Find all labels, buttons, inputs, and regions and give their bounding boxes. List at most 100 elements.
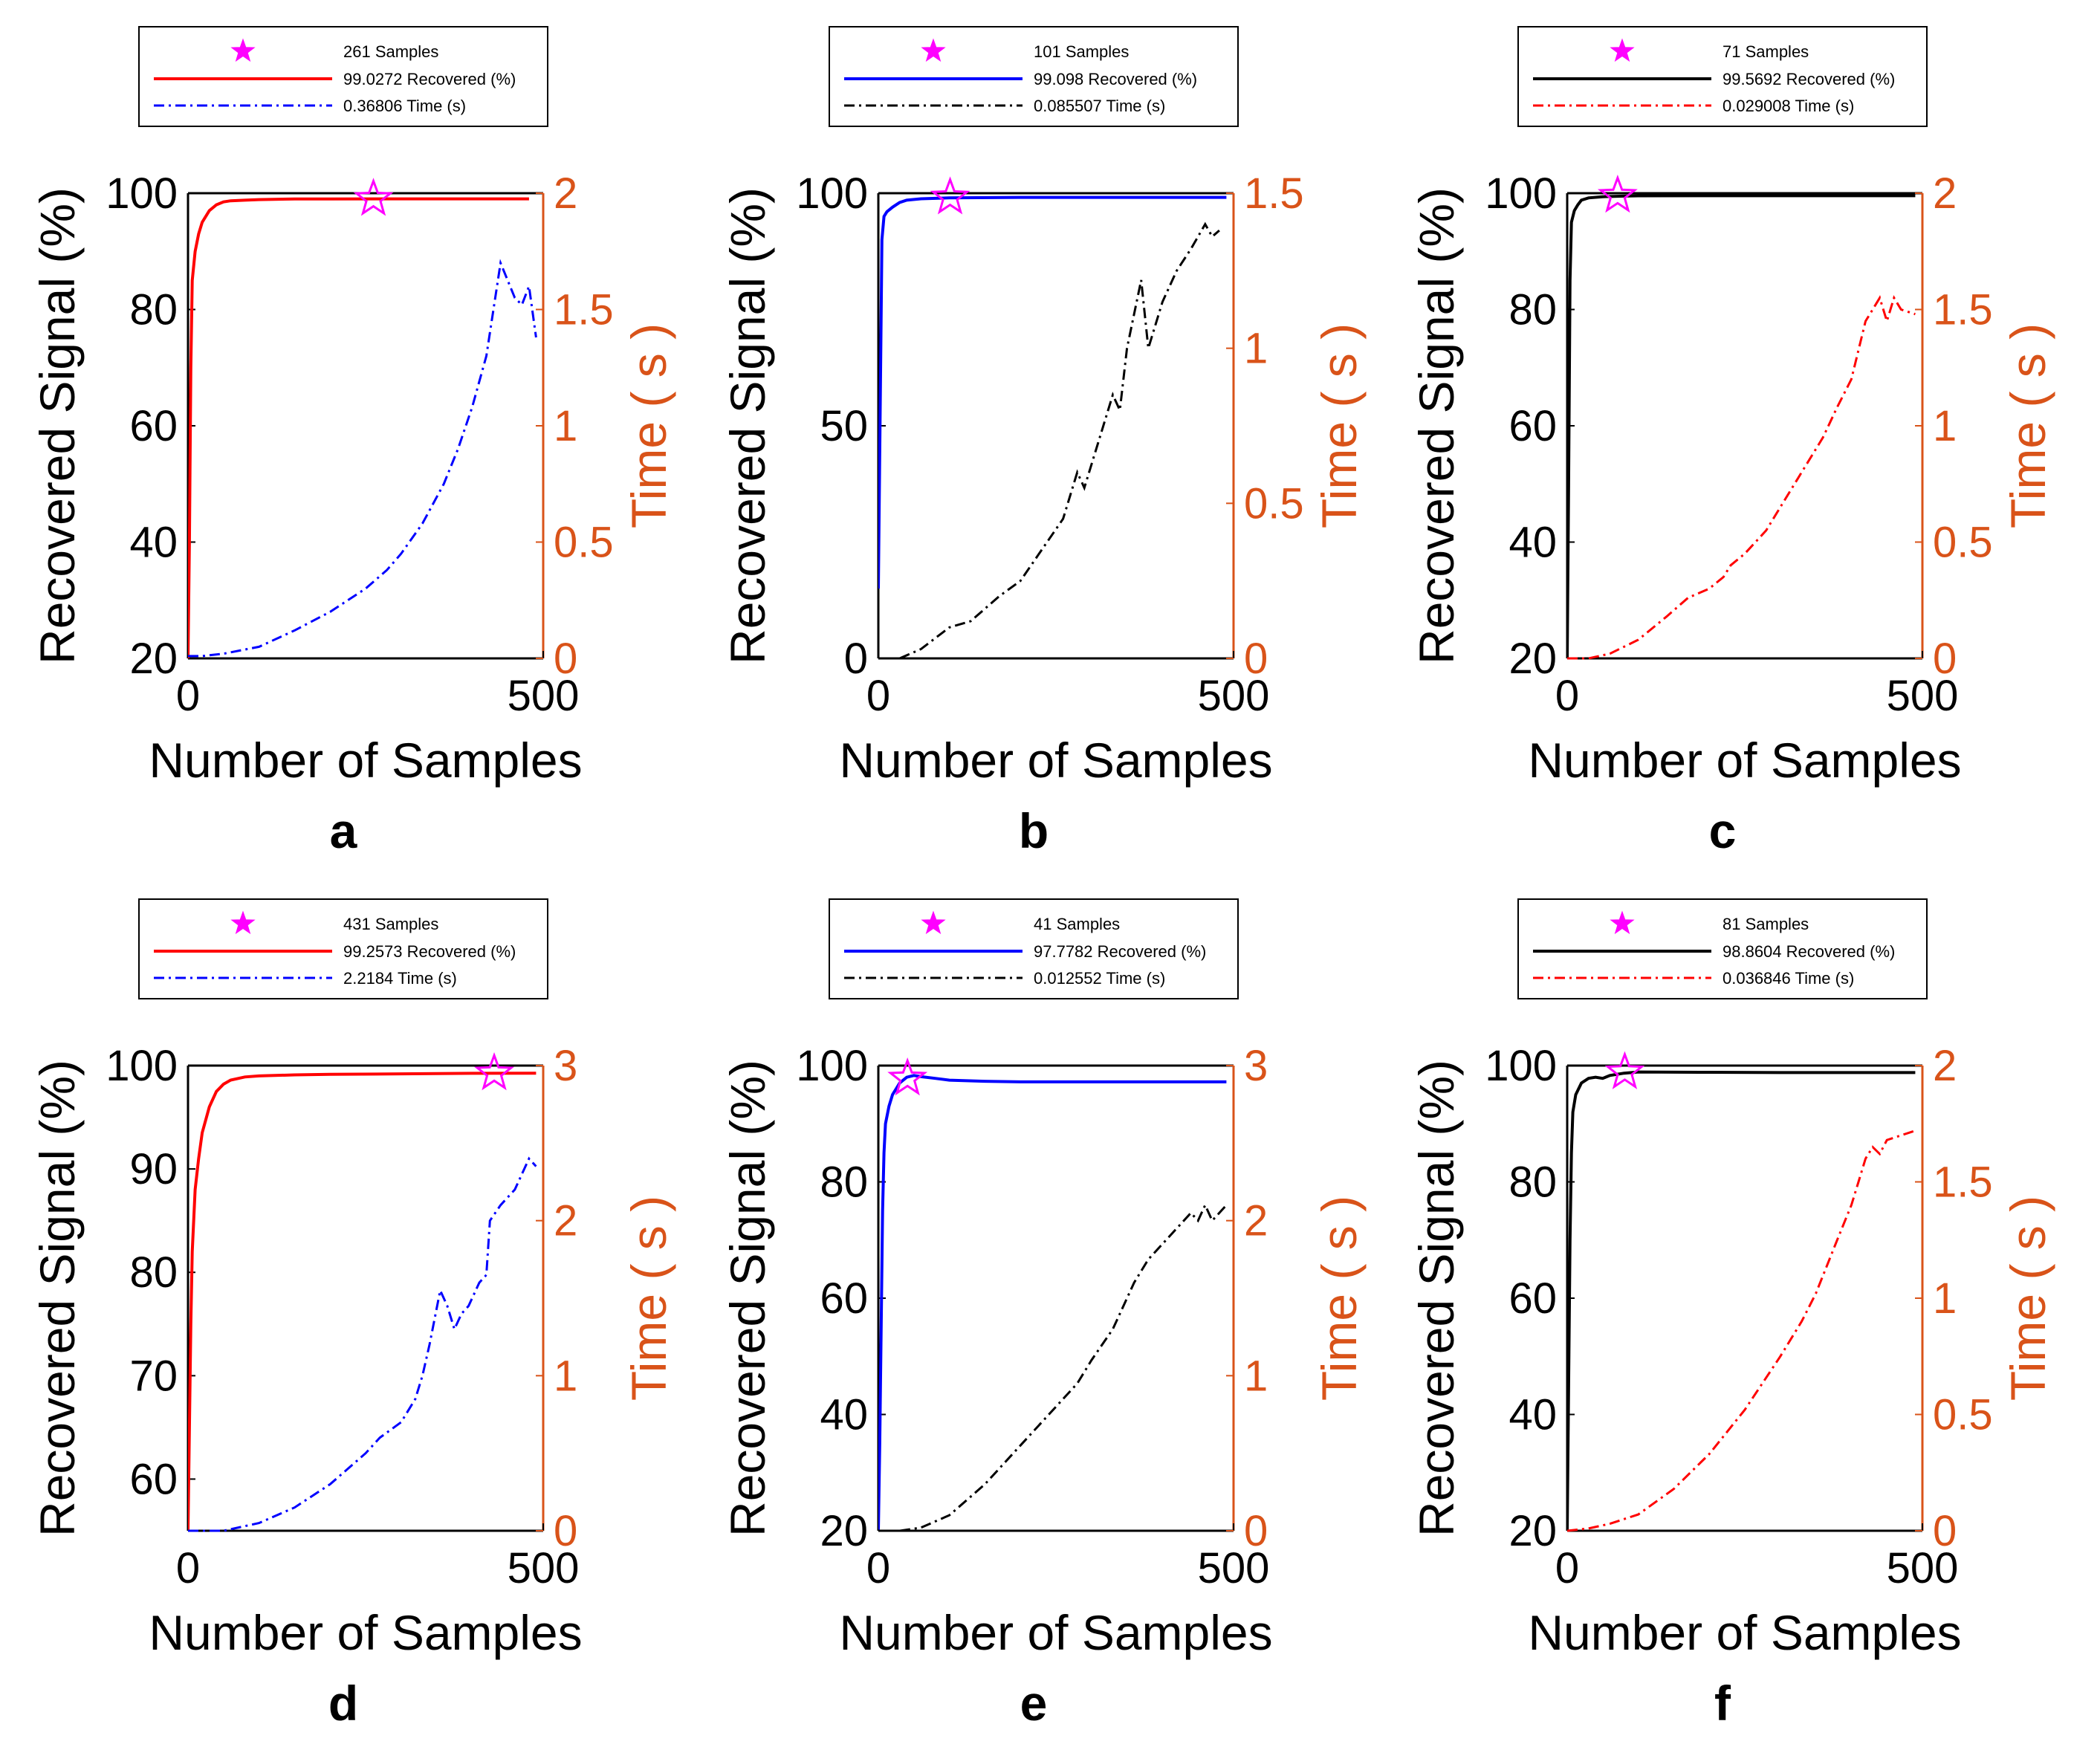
y-right-tick-label: 3 <box>554 1042 577 1090</box>
legend-entry-label: 261 Samples <box>343 42 438 61</box>
legend-entry-label: 41 Samples <box>1034 915 1120 933</box>
legend-box <box>138 898 548 999</box>
y-right-tick-label: 1.5 <box>1244 169 1304 218</box>
y-left-tick-label: 80 <box>129 1248 178 1297</box>
legend: 261 Samples 99.0272 Recovered (%) 0.36806 … <box>138 26 548 127</box>
y-right-tick-label: 0 <box>554 1507 577 1555</box>
y-left-tick-label: 40 <box>1508 1391 1557 1439</box>
recovered-series-line <box>1567 194 1916 659</box>
legend-entry-label: 101 Samples <box>1034 42 1129 61</box>
x-tick-label: 0 <box>176 1544 200 1592</box>
legend-star-icon <box>1610 38 1635 62</box>
legend: 431 Samples 99.2573 Recovered (%) 2.2184 T… <box>138 898 548 999</box>
y-left-axis-label: Recovered Signal (%) <box>30 187 85 664</box>
y-right-tick-label: 0 <box>1244 1507 1268 1555</box>
time-series-line <box>188 259 537 658</box>
y-right-tick-label: 1.5 <box>1933 1158 1993 1207</box>
time-series-line <box>1567 1129 1916 1532</box>
y-left-tick-label: 40 <box>820 1391 868 1439</box>
optimal-sample-star-marker <box>474 1051 514 1091</box>
recovered-series-line <box>878 1074 1227 1532</box>
y-left-tick-label: 40 <box>1508 519 1557 567</box>
y-right-axis-label: Time ( s ) <box>2000 1196 2055 1401</box>
x-tick-label: 0 <box>1555 672 1579 720</box>
legend-star-icon <box>921 38 946 62</box>
y-right-tick-label: 1 <box>1244 1352 1268 1400</box>
y-right-axis-label: Time ( s ) <box>2000 323 2055 528</box>
x-axis-label: Number of Samples <box>839 1605 1272 1660</box>
y-left-tick-label: 40 <box>129 519 178 567</box>
y-right-axis-label: Time ( s ) <box>1312 323 1367 528</box>
x-axis-label: Number of Samples <box>1528 1605 1961 1660</box>
x-tick-label: 0 <box>176 672 200 720</box>
y-left-tick-label: 60 <box>129 1455 178 1503</box>
legend-box <box>829 898 1239 999</box>
optimal-sample-star-marker <box>1604 1051 1645 1089</box>
y-left-axis-label: Recovered Signal (%) <box>720 1060 775 1537</box>
y-right-axis-label: Time ( s ) <box>621 323 676 528</box>
y-right-tick-label: 3 <box>1244 1042 1268 1090</box>
y-right-tick-label: 2 <box>554 169 577 218</box>
legend: 101 Samples 99.098 Recovered (%) 0.085507 … <box>829 26 1239 127</box>
y-left-tick-label: 50 <box>820 402 868 450</box>
y-right-tick-label: 0.5 <box>554 519 614 567</box>
y-left-tick-label: 70 <box>129 1352 178 1400</box>
x-tick-label: 0 <box>1555 1544 1579 1592</box>
y-right-tick-label: 2 <box>1933 1042 1957 1090</box>
panel-letter: a <box>330 803 358 858</box>
legend-entry-label: 0.085507 Time (s) <box>1034 97 1165 115</box>
x-axis-label: Number of Samples <box>1528 733 1961 788</box>
y-left-tick-label: 80 <box>129 286 178 334</box>
y-left-tick-label: 80 <box>1508 1158 1557 1207</box>
optimal-sample-star-marker <box>887 1057 928 1096</box>
y-right-axis-label: Time ( s ) <box>1312 1196 1367 1401</box>
legend-entry-label: 2.2184 Time (s) <box>343 969 457 988</box>
x-tick-label: 500 <box>1887 1544 1959 1592</box>
y-right-tick-label: 2 <box>554 1197 577 1245</box>
legend-star-icon <box>230 38 256 62</box>
y-right-tick-label: 1.5 <box>1933 286 1993 334</box>
y-right-tick-label: 2 <box>1244 1197 1268 1245</box>
legend-entry-label: 0.012552 Time (s) <box>1034 969 1165 988</box>
legend-entry-label: 98.8604 Recovered (%) <box>1723 942 1895 961</box>
y-left-tick-label: 80 <box>1508 286 1557 334</box>
y-left-axis-label: Recovered Signal (%) <box>1409 187 1464 664</box>
recovered-series-line <box>878 195 1227 589</box>
y-left-tick-label: 20 <box>1508 1507 1557 1555</box>
legend-entry-label: 71 Samples <box>1723 42 1809 61</box>
x-tick-label: 500 <box>1198 1544 1270 1592</box>
recovered-series-line <box>188 197 529 659</box>
y-right-axis-label: Time ( s ) <box>621 1196 676 1401</box>
y-left-tick-label: 60 <box>129 402 178 450</box>
legend-entry-label: 81 Samples <box>1723 915 1809 933</box>
legend-entry-label: 99.0272 Recovered (%) <box>343 70 516 88</box>
legend-entry-label: 99.2573 Recovered (%) <box>343 942 516 961</box>
panel-letter: f <box>1714 1676 1731 1731</box>
legend-entry-label: 99.5692 Recovered (%) <box>1723 70 1895 88</box>
legend-entry-label: 99.098 Recovered (%) <box>1034 70 1197 88</box>
legend-entry-label: 0.036846 Time (s) <box>1723 969 1854 988</box>
legend-box <box>829 26 1239 127</box>
y-right-tick-label: 0.5 <box>1244 479 1304 528</box>
y-right-tick-label: 1 <box>1933 1274 1957 1323</box>
legend-box <box>138 26 548 127</box>
x-tick-label: 500 <box>1198 672 1270 720</box>
optimal-sample-star-marker <box>1597 175 1638 213</box>
y-right-tick-label: 0 <box>1933 1507 1957 1555</box>
y-left-axis-label: Recovered Signal (%) <box>720 187 775 664</box>
y-left-tick-label: 100 <box>796 1042 868 1090</box>
recovered-series-line <box>1567 1070 1916 1532</box>
x-axis-label: Number of Samples <box>149 733 582 788</box>
time-series-line <box>1567 295 1916 660</box>
x-axis-label: Number of Samples <box>839 733 1272 788</box>
y-left-tick-label: 60 <box>1508 1274 1557 1323</box>
legend: 41 Samples 97.7782 Recovered (%) 0.012552 … <box>829 898 1239 999</box>
y-right-tick-label: 1 <box>554 402 577 450</box>
y-right-tick-label: 1 <box>1244 325 1268 373</box>
y-left-tick-label: 90 <box>129 1145 178 1193</box>
optimal-sample-star-marker <box>353 178 394 216</box>
recovered-series-line <box>188 1072 537 1532</box>
